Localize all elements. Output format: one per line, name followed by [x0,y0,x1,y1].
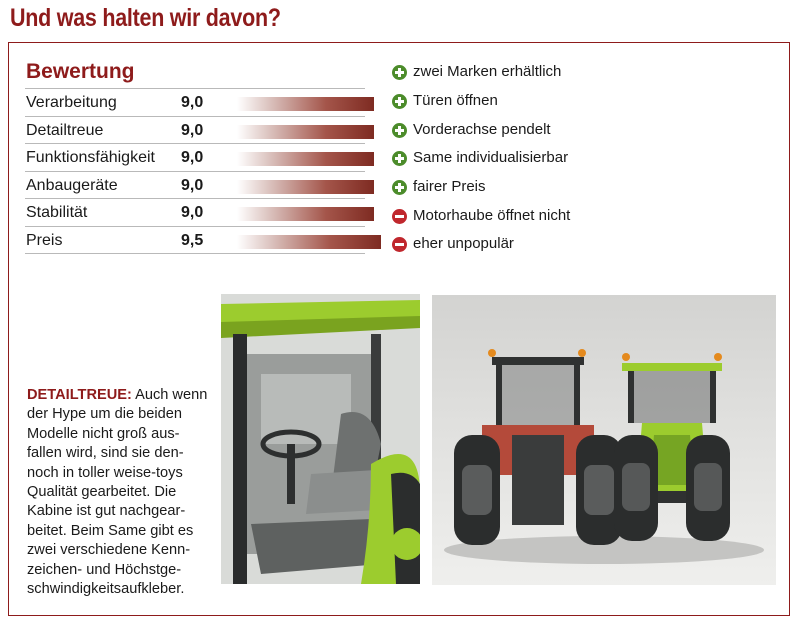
pro-text: Vorderachse pendelt [413,121,551,138]
minus-circle-icon [392,209,407,224]
rating-row: Stabilität 9,0 [25,198,374,226]
cabin-interior-photo [221,294,420,584]
caption-heading: DETAILTREUE: [27,387,132,403]
rating-label: Verarbeitung [26,94,117,111]
photo-caption: DETAILTREUE: Auch wenn der Hype um die b… [27,386,222,599]
rating-value: 9,0 [181,94,204,111]
plus-circle-icon [392,94,407,109]
caption-line: noch in toller weise-toys [27,464,183,481]
rating-label: Anbaugeräte [26,176,118,194]
plus-circle-icon [392,180,407,195]
caption-line: der Hype um die beiden [27,406,182,423]
rating-table: Verarbeitung 9,0 Detailtreue 9,0 Funktio… [25,88,382,254]
rating-row: Anbaugeräte 9,0 [25,170,374,199]
rating-value: 9,0 [181,121,204,139]
rating-value: 9,0 [181,204,204,222]
rating-value: 9,0 [181,149,204,167]
rating-row: Preis 9,5 [25,225,382,254]
caption-line: DETAILTREUE: Auch wenn [27,386,222,405]
rating-row: Funktionsfähigkeit 9,0 [25,143,374,171]
caption-line: Modelle nicht groß aus- [27,425,180,442]
tractors-illustration [444,349,764,564]
rating-bar [237,179,374,194]
caption-text: Auch wenn [131,387,208,403]
caption-line: Qualität gearbeitet. Die [27,484,177,501]
con-text: eher unpopulär [413,235,514,252]
rating-bar [237,152,374,167]
caption-line: zeichen- und Höchstge- [27,561,182,578]
rating-label: Stabilität [26,204,88,222]
caption-line: beitet. Beim Same gibt es [27,522,194,539]
plus-circle-icon [392,151,407,166]
plus-circle-icon [392,65,407,80]
pro-text: Same individualisierbar [413,149,569,166]
tractor-front-view [614,353,730,541]
rating-value: 9,5 [181,231,204,249]
pro-text: zwei Marken erhältlich [413,63,562,80]
page-headline: Und was halten wir davon? [10,4,281,32]
caption-line: schwindigkeitsaufkleber. [27,581,185,598]
rating-row: Verarbeitung 9,0 [25,88,374,116]
rating-row: Detailtreue 9,0 [25,115,374,144]
plus-circle-icon [392,123,407,138]
pro-text: fairer Preis [413,178,486,195]
tractors-photo [432,295,776,585]
rating-bar [237,124,374,139]
tractor-rear-view [454,349,622,545]
rating-bar [237,97,374,111]
con-text: Motorhaube öffnet nicht [413,207,571,224]
rating-title: Bewertung [26,60,135,83]
minus-circle-icon [392,237,407,252]
rating-label: Preis [26,231,63,249]
caption-line: Kabine ist gut nachgear- [27,503,186,520]
rating-bar [237,207,374,222]
caption-line: fallen wird, sind sie den- [27,445,184,462]
pro-text: Türen öffnen [413,92,498,109]
cabin-interior-illustration [221,294,420,584]
content-frame [8,42,790,616]
rating-value: 9,0 [181,176,204,194]
rating-label: Funktionsfähigkeit [26,149,155,167]
rating-label: Detailtreue [26,121,104,139]
rating-bar [237,234,382,249]
caption-line: zwei verschiedene Kenn- [27,542,191,559]
